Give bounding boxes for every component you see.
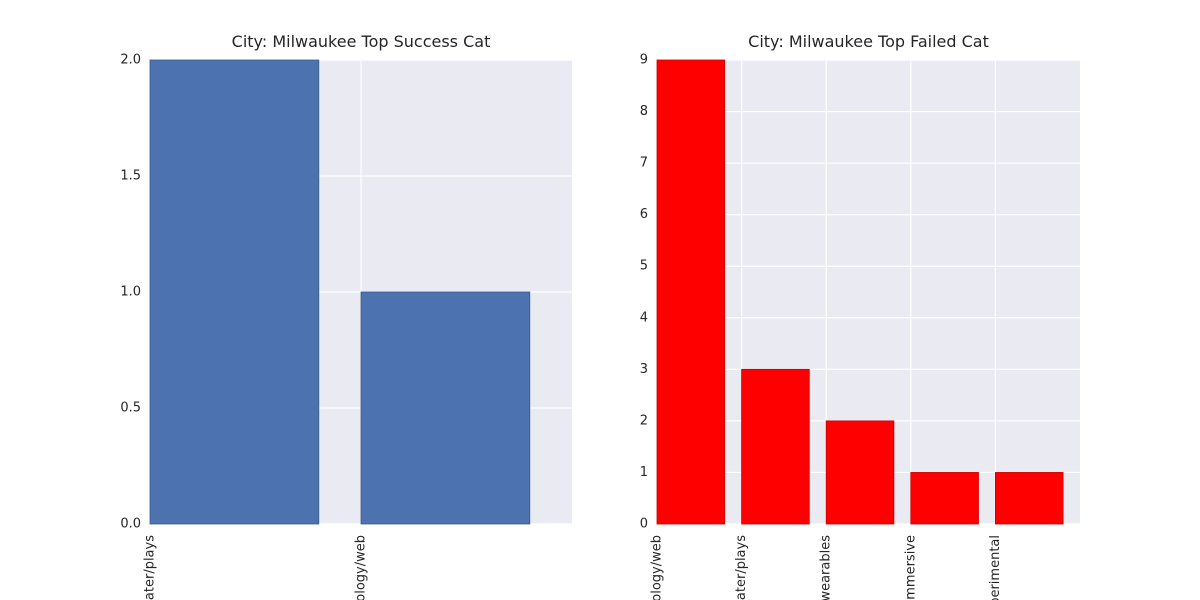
- y-tick-label: 3: [640, 362, 648, 377]
- subplot: 0 1 2 3 4 5 6 7 8 9 technology/web theater/plays tec…: [640, 32, 1080, 600]
- y-tick-label: 9: [640, 53, 648, 68]
- x-tick-label: technology/web: [650, 535, 665, 600]
- x-tick-label: theater/immersive: [903, 535, 918, 600]
- bar: [910, 472, 979, 525]
- chart-title: City: Milwaukee Top Failed Cat: [748, 32, 989, 51]
- y-tick-label: 6: [640, 207, 648, 222]
- bar: [825, 420, 895, 525]
- y-tick-label: 0.0: [120, 517, 141, 532]
- y-tick-label: 2.0: [120, 53, 141, 68]
- y-tick-label: 5: [640, 259, 648, 274]
- y-tick-label: 7: [640, 156, 648, 171]
- bar: [741, 368, 810, 525]
- bar: [656, 59, 726, 525]
- x-tick-label: technology/web: [354, 535, 369, 600]
- subplot: 0.0 0.5 1.0 1.5 2.0 theater/plays technology/w…: [120, 32, 572, 600]
- y-tick-label: 0.5: [120, 401, 141, 416]
- y-tick-label: 4: [640, 310, 648, 325]
- y-tick-label: 2: [640, 413, 648, 428]
- x-tick-label: theater/plays: [143, 535, 158, 600]
- y-tick-label: 1.0: [120, 285, 141, 300]
- y-tick-label: 1.5: [120, 169, 141, 184]
- bar: [360, 291, 531, 525]
- x-tick-label: technology/wearables: [819, 535, 834, 600]
- y-tick-label: 1: [640, 465, 648, 480]
- bar: [149, 59, 320, 525]
- chart-title: City: Milwaukee Top Success Cat: [232, 32, 491, 51]
- bar: [995, 472, 1064, 525]
- y-tick-label: 8: [640, 104, 648, 119]
- y-tick-label: 0: [640, 517, 648, 532]
- x-tick-label: theater/experimental: [988, 535, 1003, 600]
- x-tick-label: theater/plays: [734, 535, 749, 600]
